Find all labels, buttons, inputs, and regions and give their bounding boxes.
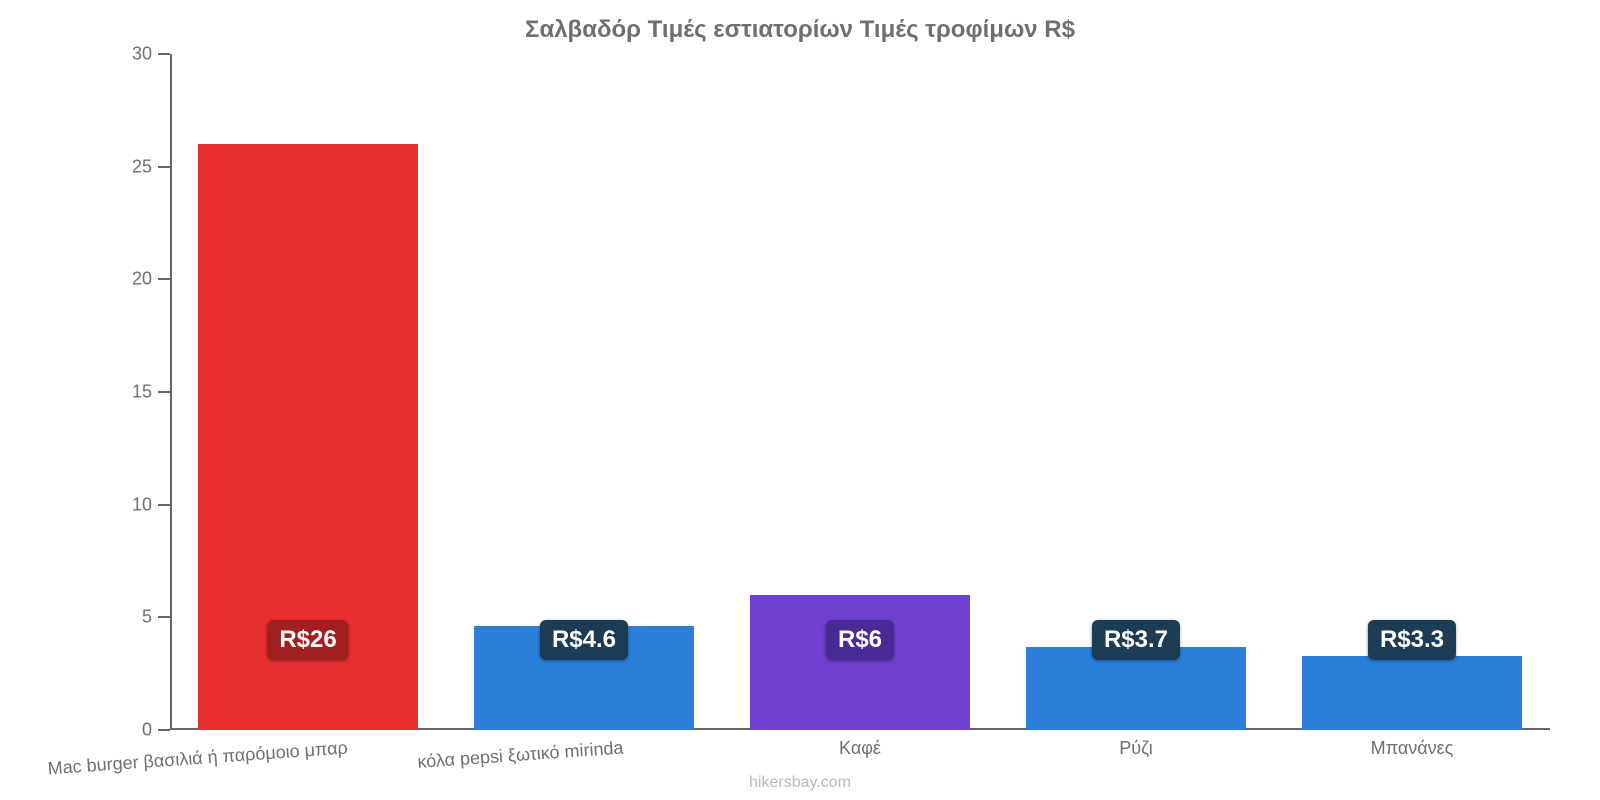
- category-label: Καφέ: [839, 738, 881, 759]
- y-tick-label: 15: [132, 382, 152, 403]
- value-badge: R$6: [826, 620, 894, 660]
- y-tick-label: 20: [132, 269, 152, 290]
- attribution-text: hikersbay.com: [0, 774, 1600, 792]
- y-axis: [170, 54, 172, 730]
- y-tick-label: 30: [132, 44, 152, 65]
- chart-title: Σαλβαδόρ Τιμές εστιατορίων Τιμές τροφίμω…: [0, 16, 1600, 44]
- y-tick-label: 10: [132, 494, 152, 515]
- y-tick: [158, 166, 170, 168]
- value-badge: R$3.7: [1092, 620, 1180, 660]
- y-tick-label: 5: [142, 607, 152, 628]
- bar: [750, 595, 971, 730]
- y-tick: [158, 391, 170, 393]
- y-tick-label: 0: [142, 720, 152, 741]
- category-label: κόλα pepsi ξωτικό mirinda: [417, 738, 624, 773]
- category-label: Μπανάνες: [1371, 738, 1454, 759]
- y-tick: [158, 278, 170, 280]
- plot-area: 051015202530R$26Mac burger βασιλιά ή παρ…: [170, 54, 1550, 730]
- chart-container: Σαλβαδόρ Τιμές εστιατορίων Τιμές τροφίμω…: [0, 0, 1600, 800]
- category-label: Ρύζι: [1119, 738, 1152, 759]
- bar: [1302, 656, 1523, 730]
- y-tick: [158, 504, 170, 506]
- y-tick-label: 25: [132, 156, 152, 177]
- y-tick: [158, 53, 170, 55]
- y-tick: [158, 616, 170, 618]
- value-badge: R$3.3: [1368, 620, 1456, 660]
- value-badge: R$4.6: [540, 620, 628, 660]
- value-badge: R$26: [267, 620, 348, 660]
- y-tick: [158, 729, 170, 731]
